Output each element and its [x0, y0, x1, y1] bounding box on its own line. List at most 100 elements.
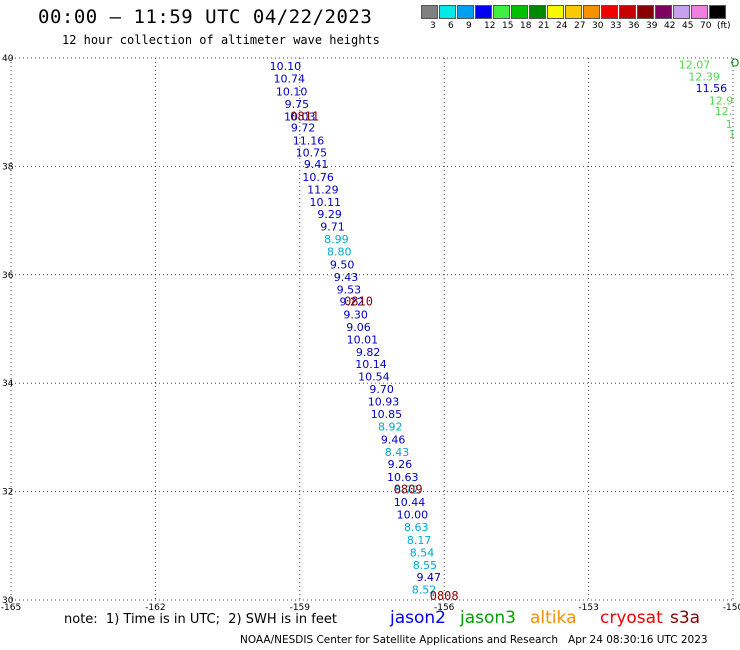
satellite-jason3: jason3: [460, 608, 516, 628]
wave-height-point: 9.82: [356, 346, 381, 359]
edge-wave-point: 1: [729, 128, 736, 141]
wave-height-point: 10.10: [276, 86, 308, 99]
wave-height-point: 8.54: [410, 546, 435, 559]
wave-height-point: 8.52: [412, 584, 437, 597]
legend-label: 33: [610, 21, 622, 31]
legend-label: 15: [502, 21, 514, 31]
legend-swatch: [475, 5, 492, 19]
legend-label: 9: [466, 21, 472, 31]
lat-tick-label: 30: [2, 596, 14, 606]
legend-label: 36: [628, 21, 640, 31]
legend-label: 6: [448, 21, 454, 31]
legend-label: 21: [538, 21, 550, 31]
wave-height-point: 10.54: [358, 371, 390, 384]
lon-tick-label: -162: [145, 603, 165, 613]
wave-height-point: 10.01: [347, 333, 379, 346]
legend-label: 3: [430, 21, 436, 31]
wave-height-point: 8.43: [385, 446, 410, 459]
wave-height-point: 8.63: [404, 521, 429, 534]
time-label: 0808: [430, 589, 459, 603]
satellite-cryosat: cryosat: [600, 608, 663, 628]
legend-swatch: [547, 5, 564, 19]
wave-height-point: 10.85: [371, 408, 403, 421]
wave-height-point: 9.29: [317, 208, 342, 221]
wave-height-point: 10.63: [387, 471, 419, 484]
legend-label: 30: [592, 21, 604, 31]
wave-height-point: 10.76: [302, 171, 334, 184]
legend-label: 39: [646, 21, 658, 31]
lat-tick-label: 34: [2, 379, 14, 389]
wave-height-point: 9.50: [330, 259, 355, 272]
map-grid: [10, 57, 734, 601]
map-subtitle: 12 hour collection of altimeter wave hei…: [62, 33, 380, 47]
legend-swatch: [655, 5, 672, 19]
time-label: 0810: [344, 294, 373, 308]
lat-tick-label: 38: [2, 162, 14, 172]
edge-wave-point: 12.39: [688, 70, 720, 83]
satellite-jason2: jason2: [390, 608, 446, 628]
legend-swatch: [691, 5, 708, 19]
legend-label: 12: [484, 21, 496, 31]
legend-swatch: [565, 5, 582, 19]
wave-height-point: 10.74: [273, 73, 305, 86]
satellite-altika: altika: [530, 608, 577, 628]
wave-height-point: 8.72: [394, 483, 419, 496]
edge-wave-point: O: [731, 56, 740, 69]
wave-height-point: 9.43: [334, 271, 359, 284]
lon-tick-label: -165: [1, 603, 21, 613]
lon-tick-label: -159: [290, 603, 311, 613]
timestamp-text: Apr 24 08:30:16 UTC 2023: [568, 634, 708, 646]
lon-tick-label: -153: [578, 603, 598, 613]
legend-swatch: [511, 5, 528, 19]
wave-height-point: 9.47: [417, 571, 442, 584]
wave-height-point: 9.41: [304, 158, 329, 171]
legend-swatch: [439, 5, 456, 19]
edge-wave-point: 1: [726, 118, 733, 131]
legend-label: 70: [700, 21, 712, 31]
wave-height-point: 8.17: [407, 534, 432, 547]
wave-height-point: 10.00: [397, 508, 429, 521]
legend-swatch: [421, 5, 438, 19]
edge-wave-point: 12.: [715, 105, 733, 118]
wave-height-point: 10.03: [284, 111, 316, 124]
legend-swatch: [457, 5, 474, 19]
wave-height-point: 8.55: [413, 559, 438, 572]
wave-height-point: 8.99: [324, 233, 349, 246]
wave-height-point: 9.72: [291, 121, 316, 134]
wave-height-point: 10.11: [310, 196, 342, 209]
wave-height-point: 10.75: [296, 146, 328, 159]
satellite-s3a: s3a: [670, 608, 701, 628]
legend-swatch: [709, 5, 726, 19]
legend-swatch: [619, 5, 636, 19]
lat-tick-label: 40: [2, 54, 14, 64]
legend-swatch: [529, 5, 546, 19]
time-label: 0811: [290, 110, 319, 124]
legend-swatch: [493, 5, 510, 19]
wave-height-point: 9.30: [343, 308, 368, 321]
wave-height-point: 9.53: [337, 283, 362, 296]
wave-height-point: 9.26: [388, 458, 413, 471]
map-title: 00:00 – 11:59 UTC 04/22/2023: [38, 6, 373, 28]
wave-height-point: 9.75: [285, 98, 310, 111]
legend-label: 42: [664, 21, 676, 31]
lon-tick-label: -150: [723, 603, 740, 613]
legend-swatch: [673, 5, 690, 19]
legend-label: 45: [682, 21, 694, 31]
legend-label: 18: [520, 21, 532, 31]
wave-height-point: 11.29: [307, 184, 339, 197]
legend-swatch: [583, 5, 600, 19]
wave-height-point: 9.71: [320, 221, 345, 234]
wave-height-point: 9.06: [346, 321, 371, 334]
wave-height-point: 10.44: [394, 496, 426, 509]
wave-height-point: 10.93: [368, 396, 400, 409]
wave-height-point: 8.80: [327, 245, 352, 258]
lat-tick-label: 36: [2, 271, 14, 281]
legend-unit: (ft): [717, 21, 731, 31]
legend-swatch: [601, 5, 618, 19]
time-labels: 0811 0810 0809 0808: [290, 110, 458, 604]
time-label: 0809: [394, 482, 423, 496]
legend-swatch: [637, 5, 654, 19]
wave-height-point: 8.92: [378, 421, 403, 434]
